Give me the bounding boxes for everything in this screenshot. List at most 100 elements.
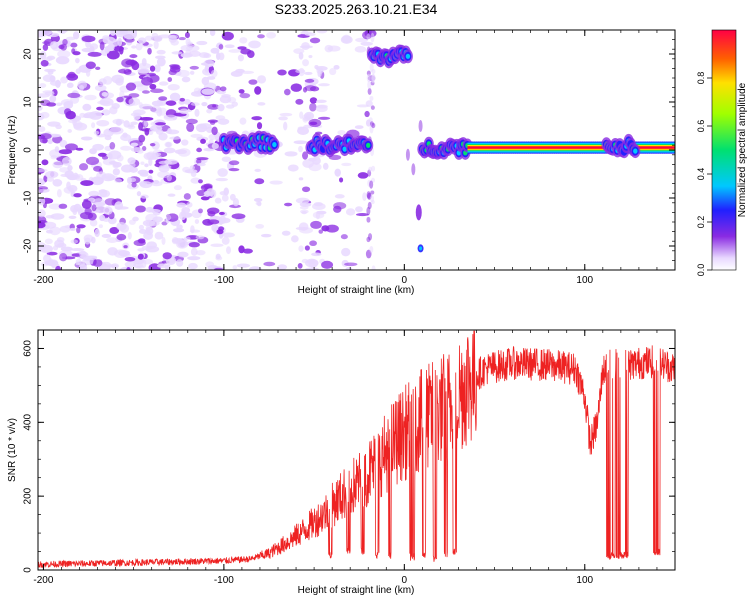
- spectrogram-cell: [181, 206, 191, 214]
- spectrogram-cell: [231, 213, 246, 220]
- spectrogram-cell: [169, 66, 181, 73]
- spectrogram-cell: [70, 42, 78, 48]
- spectrogram-cell: [127, 124, 134, 128]
- colorbar-tick-label: 0.2: [696, 216, 706, 229]
- snr-x-ticks: -200 -100 0 100: [33, 330, 676, 586]
- spectrogram-cell: [135, 205, 147, 213]
- spectrogram-cell: [228, 167, 240, 172]
- spectrogram-cell: [367, 80, 372, 89]
- spectrogram-cell: [371, 122, 376, 129]
- spectrogram-cell: [70, 248, 85, 252]
- spectrogram-cell: [303, 111, 315, 120]
- spectrogram-cell: [79, 163, 89, 171]
- spectrogram-cell: [38, 93, 50, 98]
- spectrogram-cell: [255, 223, 265, 229]
- spectrogram-cell: [298, 177, 304, 181]
- spectrogram-cell: [40, 261, 50, 267]
- spectrogram-cell: [138, 224, 145, 230]
- spectrogram-cell: [83, 112, 97, 119]
- spectrogram-cell: [334, 194, 345, 199]
- spectrogram-cell: [367, 201, 372, 210]
- spectrogram-cell: [334, 168, 341, 177]
- spectrogram-cell: [309, 97, 318, 104]
- spectrogram-cell: [52, 160, 63, 169]
- snr-frame: [37, 329, 676, 571]
- spectrogram-cell: [362, 192, 367, 201]
- spectrogram-cell: [207, 210, 216, 217]
- spectrogram-cell: [67, 71, 76, 79]
- spectrogram-cell: [219, 219, 224, 225]
- spectrogram-cell: [345, 266, 353, 270]
- spectrogram-cell: [131, 182, 137, 188]
- spectrogram-cell: [61, 156, 72, 166]
- spectrogram-cell: [137, 62, 151, 70]
- spectrogram-cell: [93, 165, 103, 172]
- spectrogram-cell: [316, 30, 328, 34]
- spectrogram-cell: [366, 216, 371, 223]
- spectrogram-cell: [324, 44, 334, 53]
- spectrogram-cell: [194, 219, 200, 224]
- spectrogram-cell: [120, 145, 132, 151]
- spectrogram-cell: [58, 149, 73, 155]
- spectrogram-cell: [136, 191, 142, 197]
- spectrogram-cell: [142, 219, 156, 227]
- spectrogram-cell: [64, 143, 78, 151]
- spectrogram-cell: [60, 43, 67, 51]
- spectrogram-cell: [48, 258, 54, 266]
- spectrogram-cell: [196, 189, 206, 197]
- spectrogram-cell: [201, 76, 210, 86]
- spectrogram-cell: [177, 251, 189, 258]
- spectrogram-cell: [205, 126, 214, 133]
- spectrogram-cell: [103, 92, 115, 99]
- spectrogram-cell: [314, 65, 319, 69]
- spectrogram-cell: [40, 133, 52, 140]
- spectrogram-cell: [68, 119, 77, 124]
- spectrogram-cell: [225, 104, 235, 109]
- spectrogram-cell: [203, 53, 212, 59]
- spectrogram-cell: [221, 31, 234, 41]
- spectrogram-cell: [283, 121, 288, 131]
- spectrogram-cell: [138, 134, 146, 143]
- spectrogram-cell: [188, 262, 198, 270]
- spectrogram-cell: [79, 112, 86, 118]
- spectrogram-cell: [116, 222, 127, 231]
- spectrogram-cell: [242, 248, 253, 254]
- spectrogram-cell: [109, 126, 124, 135]
- spectrogram-cell: [369, 63, 374, 72]
- spectrogram-cell: [58, 203, 68, 209]
- spectrogram-cell: [356, 212, 369, 217]
- spectrogram-cell: [144, 35, 154, 41]
- spectrogram-cell: [302, 59, 309, 67]
- spectrogram-cell: [257, 34, 265, 39]
- spectrogram-cell: [188, 50, 201, 57]
- spectrogram-cell: [174, 149, 187, 155]
- spectrogram-cell: [210, 47, 220, 54]
- spectrogram-cell: [114, 178, 123, 183]
- spectrogram-cell: [283, 202, 293, 207]
- spectrogram-cell: [99, 189, 111, 198]
- colorbar-tick-label: 0.4: [696, 168, 706, 181]
- spectrogram-cell: [124, 256, 136, 262]
- spectrogram-cell: [111, 74, 124, 84]
- spectrogram-cell: [341, 162, 352, 167]
- spectrogram-cell: [154, 231, 164, 240]
- spectrogram-cell: [101, 233, 112, 239]
- spectrogram-cell: [64, 108, 72, 116]
- spectrogram-cell: [73, 193, 82, 198]
- spectrogram-cell: [55, 265, 62, 270]
- spectrogram-cell: [254, 86, 262, 95]
- spectrogram-cell: [299, 45, 313, 49]
- spectrogram-cell: [38, 221, 46, 229]
- spectrogram-cell: [189, 165, 195, 170]
- spectrogram-cell: [310, 220, 322, 229]
- spectrogram-cell: [92, 259, 103, 267]
- spectrogram-cell: [95, 66, 101, 71]
- spectrogram-cell: [163, 147, 176, 154]
- spectrogram-cell: [248, 40, 261, 49]
- spectrogram-cell: [169, 136, 181, 140]
- spectrogram-cell: [112, 161, 122, 168]
- spectrogram-cell: [141, 145, 147, 152]
- spectrogram-cell: [142, 90, 150, 94]
- spectrogram-cell: [131, 30, 138, 37]
- spectrogram-cell: [196, 157, 209, 161]
